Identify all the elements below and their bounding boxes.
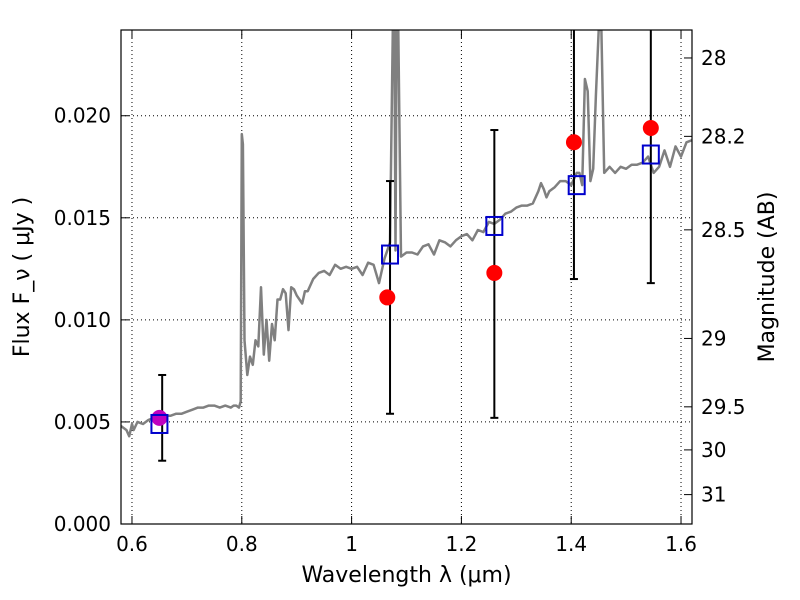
x-tick-labels: 0.6 0.8 1 1.2 1.4 1.6 xyxy=(116,532,697,556)
y-tick-label: 0.015 xyxy=(54,206,111,230)
right-tick-label: 28.2 xyxy=(701,124,746,148)
x-tick-label: 1.4 xyxy=(555,532,587,556)
data-point-square xyxy=(485,215,504,236)
data-point-square xyxy=(150,413,169,434)
error-bars xyxy=(158,30,655,462)
x-tick-label: 1 xyxy=(345,532,358,556)
right-tick-label: 31 xyxy=(701,483,726,507)
data-point-square xyxy=(567,175,586,196)
y-tick-labels: 0.000 0.005 0.010 0.015 0.020 xyxy=(54,104,111,536)
y-tick-label: 0.000 xyxy=(54,512,111,536)
y-tick-label: 0.010 xyxy=(54,308,111,332)
x-axis-label: Wavelength λ (μm) xyxy=(301,563,511,588)
data-point-circle xyxy=(642,119,659,136)
data-point-circle xyxy=(565,134,582,151)
plot-frame xyxy=(120,29,693,525)
right-tick-label: 29.5 xyxy=(701,395,746,419)
right-axis-label: Magnitude (AB) xyxy=(755,192,780,363)
grid-lines xyxy=(121,30,692,525)
right-tick-label: 30 xyxy=(701,438,726,462)
right-tick-label: 28.5 xyxy=(701,218,746,242)
data-point-circle xyxy=(151,409,168,426)
model-spectrum xyxy=(121,30,692,438)
spectrum-line xyxy=(121,30,692,438)
right-tick-label: 28 xyxy=(701,46,726,70)
right-tick-labels: 28 28.2 28.5 29 29.5 30 31 xyxy=(701,46,746,507)
data-point-circle xyxy=(486,264,503,281)
right-tick-label: 29 xyxy=(701,326,726,350)
data-point-square xyxy=(381,244,400,265)
y-tick-label: 0.020 xyxy=(54,104,111,128)
x-tick-label: 0.6 xyxy=(116,532,148,556)
y-tick-label: 0.005 xyxy=(54,410,111,434)
data-point-square xyxy=(641,144,660,165)
x-tick-label: 0.8 xyxy=(226,532,258,556)
x-tick-label: 1.2 xyxy=(445,532,477,556)
data-markers xyxy=(150,119,660,434)
axis-ticks xyxy=(121,30,692,525)
data-point-circle xyxy=(379,289,396,306)
y-axis-label: Flux F_ν ( μJy ) xyxy=(10,197,35,357)
x-tick-label: 1.6 xyxy=(665,532,697,556)
